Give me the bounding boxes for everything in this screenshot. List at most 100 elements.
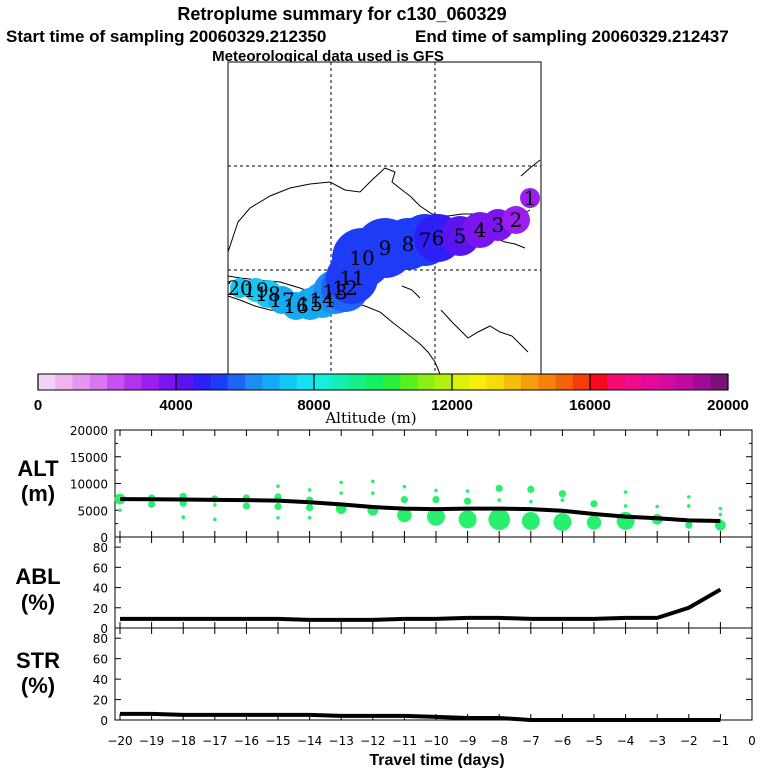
altitude-cluster-dot: [586, 515, 602, 530]
panel-alt: ALT(m) 0 5000 10000 15000 20000: [17, 424, 753, 545]
altitude-cluster-dot: [521, 511, 540, 530]
colorbar-swatch: [296, 374, 315, 390]
altitude-cluster-dot: [242, 502, 250, 510]
altitude-cluster-dot: [623, 490, 628, 494]
day-label: 11: [339, 266, 364, 290]
altitude-cluster-dot: [560, 498, 565, 502]
y-tick-label: 0: [100, 622, 108, 636]
altitude-cluster-dot: [118, 508, 122, 513]
altitude-cluster-dot: [397, 507, 412, 523]
altitude-cluster-dot: [181, 515, 185, 520]
altitude-cluster-dot: [371, 491, 375, 495]
colorbar-swatch: [158, 374, 177, 390]
colorbar-swatch: [227, 374, 246, 390]
colorbar-swatch: [210, 374, 229, 390]
x-tick-label: −13: [329, 734, 354, 748]
series-line-alt: [119, 497, 721, 523]
altitude-cluster-dot: [623, 504, 628, 508]
day-label: 14: [309, 288, 334, 312]
colorbar-swatch: [262, 374, 280, 390]
altitude-cluster-dot: [276, 515, 280, 520]
x-tick-label: −10: [423, 734, 448, 748]
altitude-cluster-dot: [687, 504, 691, 508]
altitude-cluster-dot: [655, 504, 659, 509]
y-tick-label: 5000: [77, 504, 108, 518]
x-tick-label: −11: [392, 734, 417, 748]
panel-abl: ABL(%) 0 20 40 60 80: [15, 536, 753, 636]
colorbar-swatch: [693, 374, 712, 390]
altitude-cluster-dot: [402, 484, 407, 489]
day-label: 5: [454, 224, 467, 248]
plume-circles: [230, 188, 540, 320]
x-tick-label: −6: [554, 734, 572, 748]
colorbar-swatch: [469, 374, 487, 390]
x-tick-label: −19: [139, 734, 164, 748]
altitude-cluster-dot: [553, 513, 572, 532]
y-tick-label: 40: [93, 673, 108, 687]
colorbar-swatch: [383, 374, 401, 390]
colorbar-swatch: [503, 374, 522, 390]
colorbar-tick-label: 0: [34, 397, 42, 414]
colorbar-swatch: [555, 374, 574, 390]
colorbar-swatch: [676, 374, 694, 390]
x-tick-label: −8: [490, 734, 508, 748]
x-tick-label: −1: [712, 734, 730, 748]
altitude-cluster-dot: [685, 521, 693, 529]
day-label: 4: [474, 218, 487, 242]
colorbar-swatch: [348, 374, 367, 390]
colorbar-swatch: [331, 374, 349, 390]
colorbar-ticks: 0 4000 8000 12000 16000 20000: [34, 374, 749, 414]
y-tick-label: 60: [93, 653, 108, 667]
colorbar-tick-label: 16000: [569, 397, 611, 414]
y-tick-label: 20000: [70, 424, 108, 438]
day-label: 9: [379, 236, 392, 260]
colorbar-swatch: [452, 374, 470, 390]
colorbar-swatch: [55, 374, 73, 390]
panel-frame: [114, 627, 753, 721]
series-line-str: [120, 711, 721, 722]
altitude-cluster-dot: [213, 503, 217, 507]
x-tick-label: −12: [360, 734, 385, 748]
colorbar-swatch: [245, 374, 263, 390]
y-tick-label: 15000: [70, 451, 108, 465]
x-tick-label: −4: [617, 734, 635, 748]
colorbar-swatch: [279, 374, 298, 390]
day-label: 17: [269, 288, 294, 312]
colorbar-swatch: [607, 374, 625, 390]
altitude-cluster-dot: [148, 500, 156, 508]
colorbar-swatch: [72, 374, 91, 390]
colorbar-tick-label: 8000: [297, 397, 330, 414]
altitude-cluster-dot: [371, 479, 375, 484]
altitude-cluster-dot: [339, 491, 344, 495]
plume-day-2: [502, 206, 530, 234]
panel-ylabel-unit: (%): [21, 590, 55, 615]
altitude-cluster-dot: [434, 488, 438, 493]
y-tick-label: 60: [93, 561, 108, 575]
colorbar-swatch: [710, 374, 729, 390]
altitude-cluster-dot: [307, 515, 312, 520]
x-tick-label: −5: [585, 734, 603, 748]
end-time-label: End time of sampling 20060329.212437: [415, 27, 729, 46]
day-label: 1: [524, 186, 537, 210]
altitude-cluster-dot: [495, 484, 503, 492]
altitude-cluster-dot: [558, 490, 567, 498]
altitude-cluster-dot: [687, 495, 691, 499]
altitude-cluster-dot: [400, 495, 408, 504]
colorbar-swatch: [521, 374, 539, 390]
colorbar-swatch: [538, 374, 556, 390]
y-tick-label: 80: [93, 541, 108, 555]
colorbar-swatch: [365, 374, 384, 390]
x-tick-label: −15: [265, 734, 290, 748]
altitude-cluster-dot: [718, 512, 723, 517]
colorbar-tick-label: 4000: [159, 397, 192, 414]
altitude-cluster-dot: [213, 517, 217, 522]
y-tick-label: 20: [93, 602, 108, 616]
y-tick-label: 10000: [70, 478, 108, 492]
panel-ylabel: ABL: [15, 564, 60, 589]
altitude-cluster-dot: [276, 484, 280, 488]
plume-day-1: [520, 188, 540, 208]
altitude-cluster-dot: [527, 485, 535, 493]
x-tick-label: −7: [522, 734, 540, 748]
colorbar-swatch: [107, 374, 125, 390]
altitude-cluster-dot: [307, 488, 312, 492]
